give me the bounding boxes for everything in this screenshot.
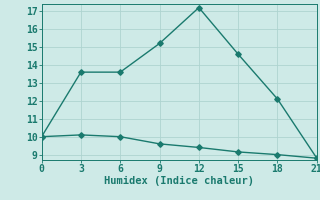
X-axis label: Humidex (Indice chaleur): Humidex (Indice chaleur) <box>104 176 254 186</box>
